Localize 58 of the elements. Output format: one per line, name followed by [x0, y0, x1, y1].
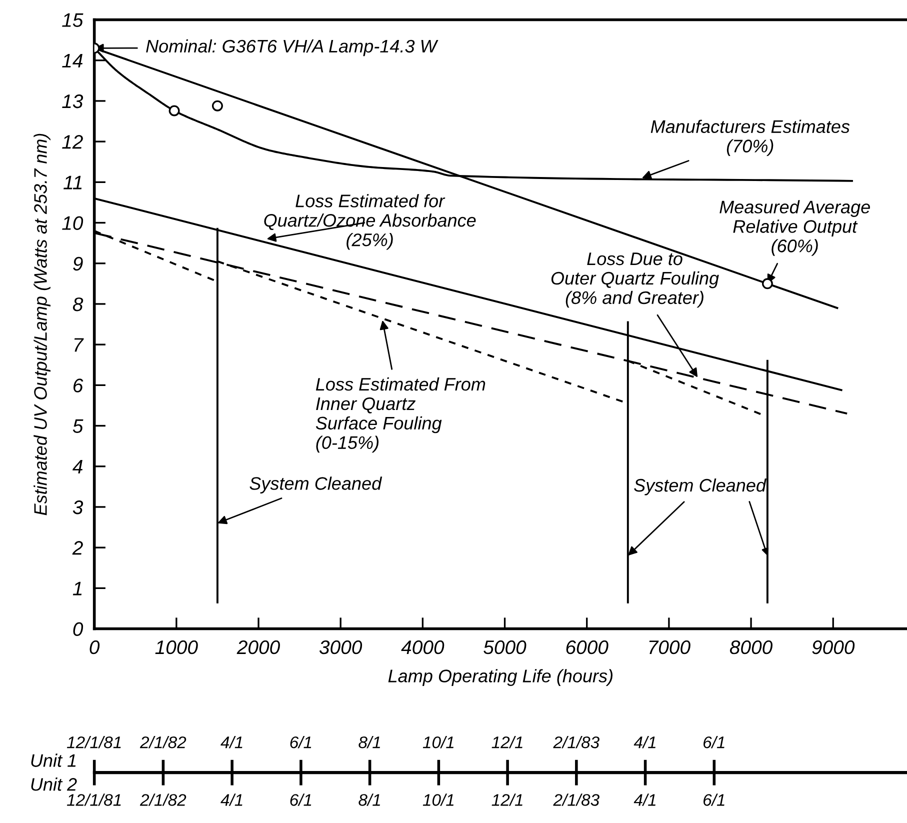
category-label: 2/1/83 [553, 736, 600, 748]
category-label: 2/1/82 [140, 794, 186, 806]
x-axis-title: Lamp Operating Life (hours) [388, 669, 612, 686]
y-tick-label: 2 [72, 541, 83, 555]
category-label: 12/1/81 [66, 736, 121, 748]
x-tick-label: 0 [90, 640, 100, 654]
x-tick-label: 1000 [155, 640, 198, 654]
annotation: System Cleaned [634, 478, 766, 496]
annotation: Manufacturers Estimates (70%) [650, 120, 850, 156]
y-tick-label: 13 [62, 94, 84, 108]
y-tick-label: 4 [72, 460, 82, 474]
y-tick-label: 12 [62, 135, 83, 149]
annotation: Loss Estimated for Quartz/Ozone Absorbance (25%) [264, 194, 476, 250]
y-tick-label: 11 [64, 176, 82, 190]
y-tick-label: 9 [73, 256, 83, 271]
text: Unit 1 [31, 754, 76, 767]
category-label: 10/1 [422, 794, 454, 806]
y-tick-label: 5 [72, 419, 84, 433]
category-label: 12/1 [492, 794, 522, 806]
x-tick-label: 4000 [401, 640, 444, 654]
y-tick-label: 10 [62, 216, 84, 230]
x-tick-label: 5000 [484, 640, 526, 654]
x-tick-label: 7000 [649, 640, 690, 654]
category-label: 10/1 [422, 736, 454, 748]
annotation: Loss Due to Outer Quartz Fouling (8% and Greater) [551, 252, 719, 308]
category-label: 8/1 [358, 794, 380, 806]
x-tick-label: 8000 [730, 640, 772, 654]
y-axis-title: Estimated UV Output/Lamp (Watts at 253.7 nm) [34, 134, 50, 516]
category-label: 6/1 [290, 794, 312, 806]
y-tick-label: 1 [72, 582, 82, 596]
annotation: System Cleaned [250, 476, 382, 494]
annotation: Measured Average Relative Output (60%) [720, 200, 870, 256]
category-label: 2/1/83 [553, 794, 600, 806]
y-tick-label: 14 [62, 54, 82, 68]
x-tick-label: 6000 [566, 640, 608, 654]
category-label: 6/1 [704, 794, 724, 806]
x-tick-label: 2000 [236, 640, 280, 654]
annotation: Nominal: G36T6 VH/A Lamp-14.3 W [146, 39, 438, 56]
category-label: 2/1/82 [140, 736, 186, 748]
y-tick-label: 0 [73, 622, 84, 636]
x-tick-label: 3000 [319, 640, 362, 654]
category-label: 4/1 [634, 794, 656, 806]
category-label: 6/1 [704, 736, 724, 748]
y-tick-label: 8 [72, 297, 84, 312]
category-label: 6/1 [290, 736, 312, 748]
y-tick-label: 3 [72, 500, 84, 514]
y-tick-label: 15 [62, 13, 84, 27]
annotation: Loss Estimated From Inner Quartz Surface Fouling (0-15%) [316, 377, 486, 453]
y-tick-label: 7 [74, 338, 84, 352]
category-label: 12/1/81 [66, 794, 121, 806]
y-tick-label: 6 [73, 378, 84, 392]
category-label: 4/1 [220, 736, 242, 748]
category-label: 4/1 [634, 736, 656, 748]
category-label: 8/1 [358, 736, 380, 748]
x-tick-label: 9000 [812, 640, 855, 654]
text: Unit 2 [31, 778, 77, 791]
category-label: 12/1 [492, 736, 522, 748]
category-label: 4/1 [220, 794, 242, 806]
